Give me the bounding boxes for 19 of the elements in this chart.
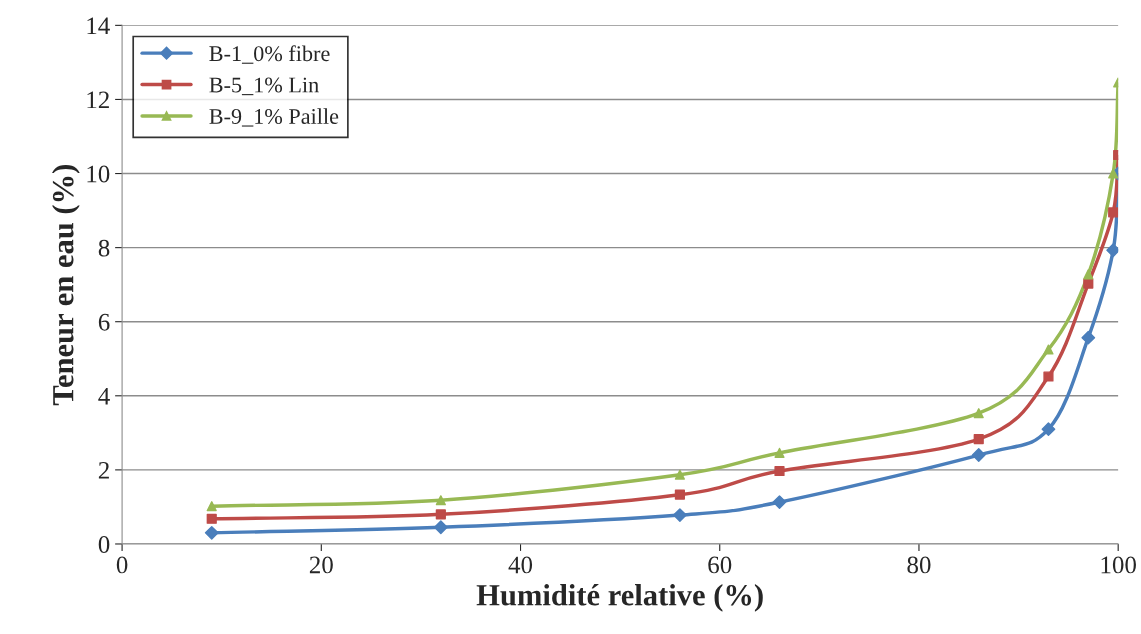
- legend-label: B-9_1% Paille: [209, 108, 339, 127]
- x-tick-label: 0: [116, 556, 128, 574]
- y-tick-label: 12: [87, 91, 109, 109]
- y-tick-label: 10: [87, 165, 110, 183]
- y-tick-label: 8: [98, 239, 110, 257]
- y-tick-label: 4: [98, 388, 110, 405]
- x-tick-label: 60: [708, 556, 732, 574]
- x-tick-label: 100: [1101, 556, 1136, 574]
- y-tick-label: 0: [98, 536, 110, 553]
- legend-label: B-1_0% fibre: [209, 45, 330, 64]
- legend-label: B-5_1% Lin: [209, 77, 319, 96]
- y-tick-label: 2: [98, 462, 109, 479]
- x-tick-label: 40: [508, 556, 533, 574]
- x-tick-label: 20: [309, 556, 333, 574]
- x-tick-label: 80: [907, 556, 931, 574]
- y-tick-label: 14: [87, 17, 110, 35]
- y-axis-title: Teneur en eau (%): [52, 165, 80, 406]
- y-tick-label: 6: [98, 313, 110, 331]
- x-axis-title: Humidité relative (%): [476, 584, 763, 612]
